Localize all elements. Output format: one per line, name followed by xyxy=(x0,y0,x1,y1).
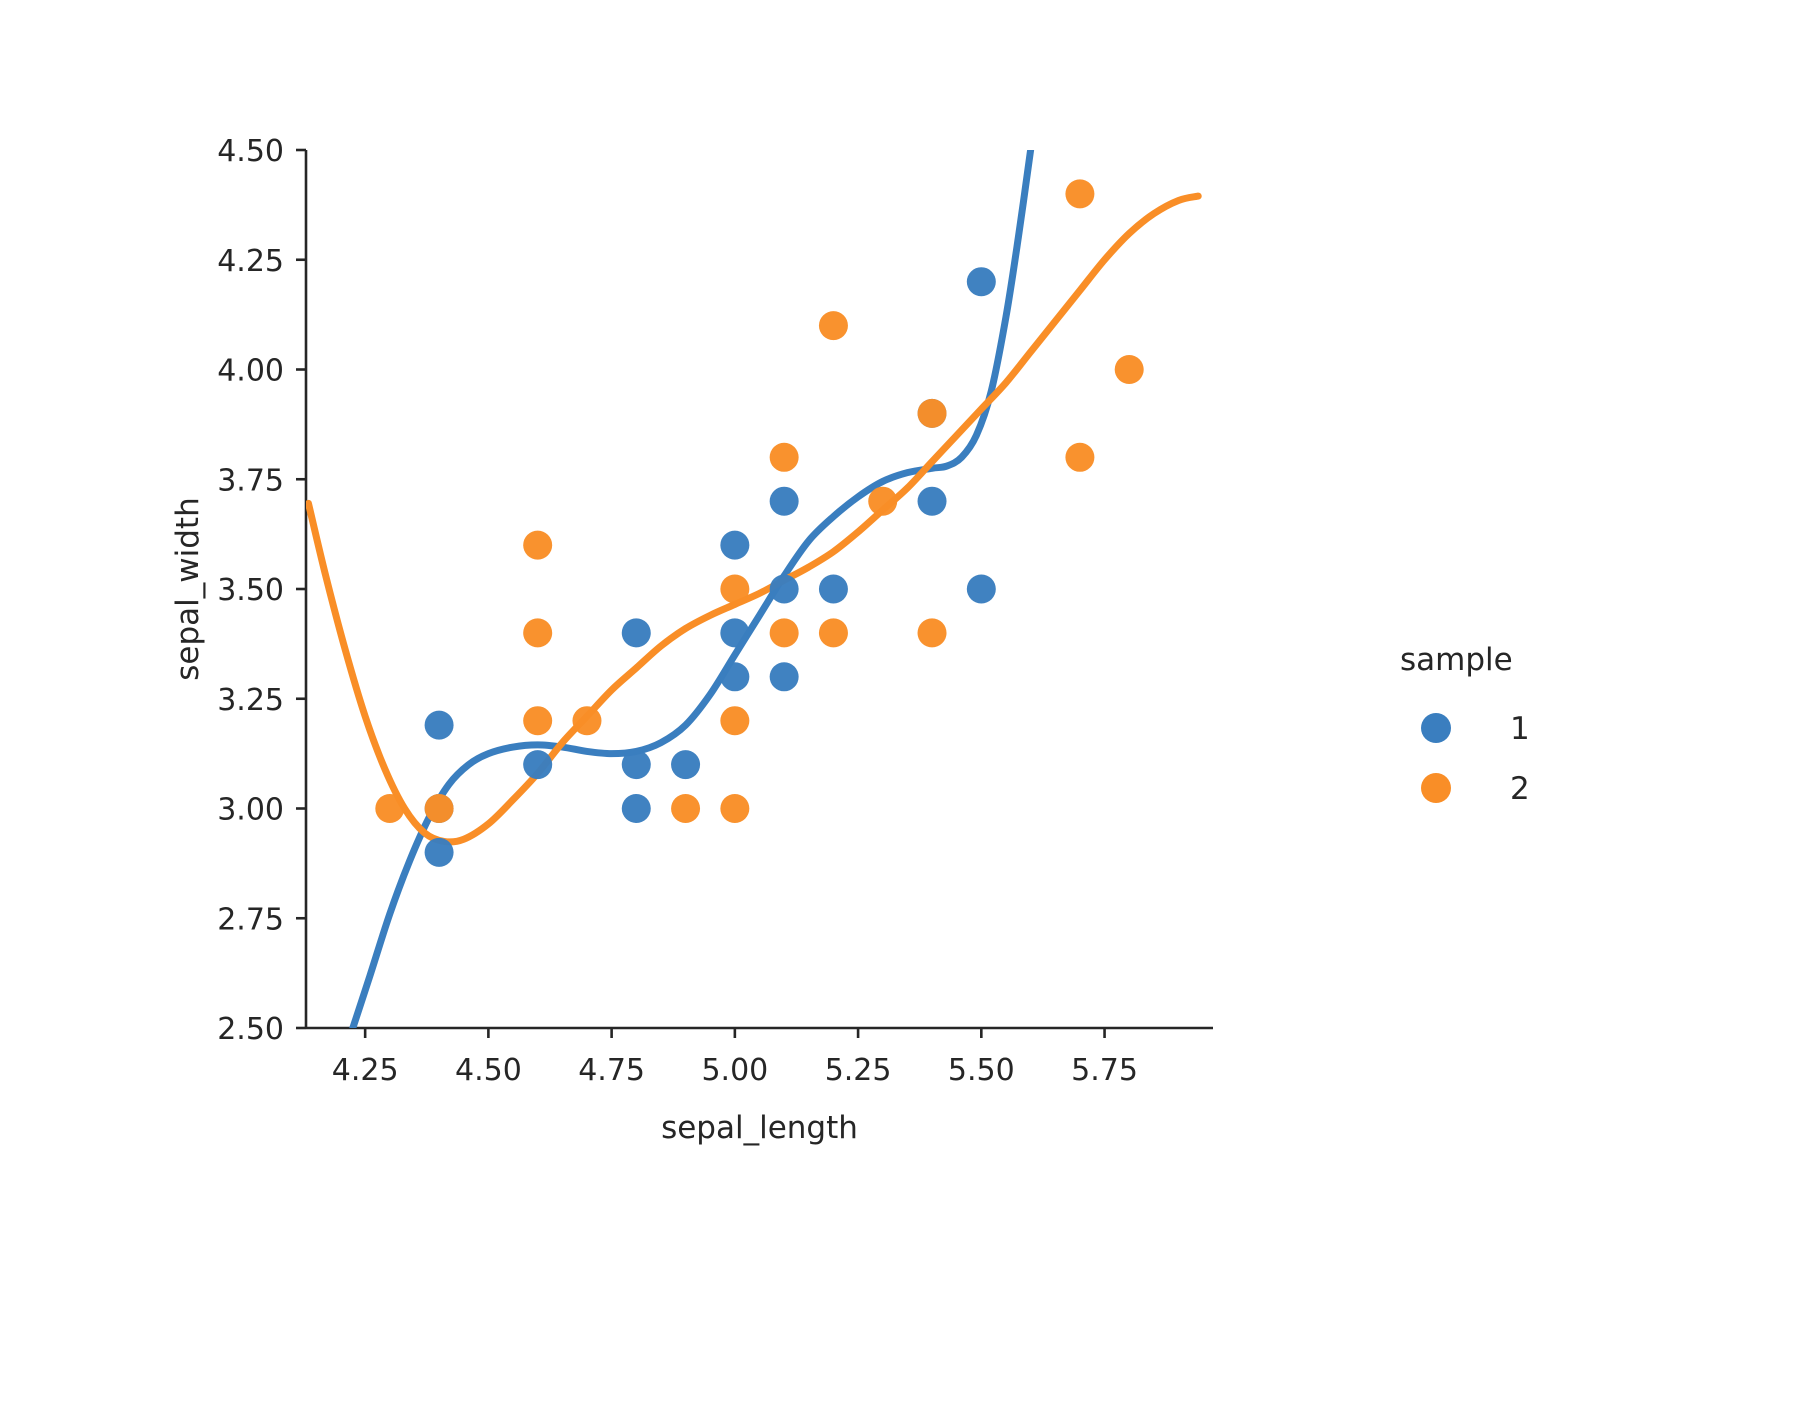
data-point xyxy=(720,530,750,560)
regression-curves-group xyxy=(306,150,1202,1028)
x-axis-title: sepal_length xyxy=(661,1110,858,1146)
y-tick-label: 3.00 xyxy=(217,793,284,828)
data-point xyxy=(720,574,750,604)
y-tick-label: 3.25 xyxy=(217,683,284,718)
data-point xyxy=(621,618,651,648)
y-tick-label: 2.50 xyxy=(217,1012,284,1047)
data-point xyxy=(720,794,750,823)
x-tick-label: 5.25 xyxy=(825,1053,892,1088)
data-point xyxy=(917,618,947,648)
data-point xyxy=(572,706,602,736)
data-point xyxy=(769,486,799,516)
y-tick-label: 4.25 xyxy=(217,244,284,279)
data-point xyxy=(424,837,454,867)
data-point xyxy=(523,530,553,560)
axes-group xyxy=(296,148,1213,1038)
legend-title: sample xyxy=(1400,642,1513,678)
data-point xyxy=(868,486,898,516)
y-tick-label: 3.50 xyxy=(217,573,284,608)
data-point xyxy=(720,662,750,692)
data-point xyxy=(720,618,750,648)
data-point xyxy=(671,794,701,823)
data-point xyxy=(818,618,848,648)
data-point xyxy=(769,442,799,472)
y-tick-label: 4.00 xyxy=(217,354,284,389)
data-point xyxy=(769,574,799,604)
data-point xyxy=(621,794,651,823)
x-tick-label: 5.75 xyxy=(1071,1053,1138,1088)
x-tick-label: 5.50 xyxy=(948,1053,1015,1088)
data-point xyxy=(523,706,553,736)
x-tick-label: 4.50 xyxy=(455,1053,522,1088)
data-point xyxy=(424,710,454,740)
data-point xyxy=(769,618,799,648)
y-tick-label: 3.75 xyxy=(217,463,284,498)
data-point xyxy=(720,706,750,736)
data-point xyxy=(917,486,947,516)
data-point xyxy=(818,311,848,341)
x-tick-label: 4.25 xyxy=(332,1053,399,1088)
data-point xyxy=(769,662,799,692)
axis-labels-group: 2.50 2.75 3.00 3.25 3.50 3.75 4.00 4.25 4.50 4.25… xyxy=(170,134,1138,1146)
legend-label-1[interactable]: 1 xyxy=(1510,711,1530,747)
legend-label-2[interactable]: 2 xyxy=(1510,771,1530,807)
data-point xyxy=(424,794,454,823)
data-point xyxy=(917,398,947,428)
data-point xyxy=(375,794,405,823)
data-point xyxy=(1065,179,1095,209)
x-tick-label: 4.75 xyxy=(578,1053,645,1088)
data-point xyxy=(966,267,996,297)
data-point xyxy=(1114,355,1144,384)
data-points-group xyxy=(375,179,1144,867)
data-point xyxy=(523,618,553,648)
legend-marker-1[interactable] xyxy=(1421,713,1451,743)
data-point xyxy=(818,574,848,604)
regression-curve-1 xyxy=(349,150,1035,1028)
data-point xyxy=(671,750,701,780)
legend[interactable]: sample 1 2 xyxy=(1400,642,1530,807)
legend-marker-2[interactable] xyxy=(1421,773,1451,803)
y-tick-label: 4.50 xyxy=(217,134,284,169)
data-point xyxy=(1065,442,1095,472)
regression-curve-2 xyxy=(306,192,1202,846)
data-point xyxy=(523,750,553,780)
data-point xyxy=(966,574,996,604)
y-axis-title: sepal_width xyxy=(170,497,206,680)
x-tick-label: 5.00 xyxy=(701,1053,768,1088)
data-point xyxy=(621,750,651,780)
y-tick-label: 2.75 xyxy=(217,902,284,937)
